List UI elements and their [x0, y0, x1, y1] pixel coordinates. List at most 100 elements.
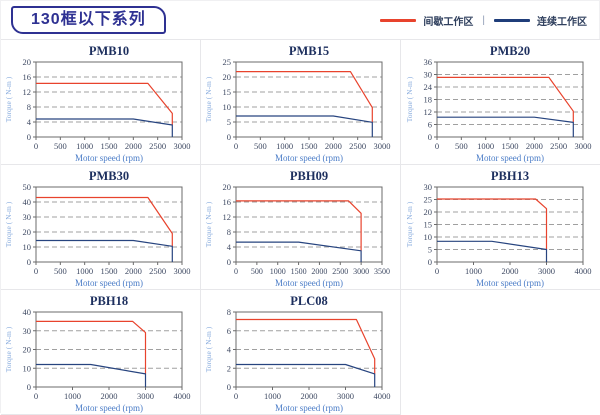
y-tick-label: 20 — [223, 72, 232, 82]
chart-title: PBH18 — [90, 294, 128, 308]
continuous-zone-curve — [236, 363, 376, 387]
x-tick-label: 0 — [34, 391, 38, 401]
x-tick-label: 1000 — [64, 391, 81, 401]
y-tick-label: 20 — [23, 344, 32, 354]
y-tick-label: 10 — [423, 232, 432, 242]
y-tick-label: 10 — [23, 363, 32, 373]
legend: 间歇工作区 | 连续工作区 — [380, 13, 587, 28]
chart-title: PMB30 — [89, 169, 129, 183]
x-axis-label: Motor speed (rpm) — [275, 403, 343, 413]
chart-plc08: PLC08 0 2 4 6 8 0 1000 2000 3000 4000 Motor speed (… — [204, 294, 391, 413]
x-tick-label: 500 — [54, 266, 67, 276]
y-tick-label: 36 — [423, 57, 432, 67]
x-tick-label: 0 — [234, 267, 238, 276]
charts-grid: PMB10 0 4 8 12 16 20 0 500 1000 1500 2000 2500 3000 Mo… — [1, 39, 600, 415]
y-tick-label: 8 — [227, 307, 231, 317]
y-tick-label: 0 — [227, 132, 231, 142]
x-tick-label: 500 — [54, 141, 67, 151]
intermittent-zone-curve — [236, 318, 376, 374]
y-tick-label: 0 — [427, 132, 431, 142]
x-axis-label: Motor speed (rpm) — [75, 403, 143, 413]
intermittent-zone-curve — [36, 82, 173, 125]
y-axis-label: Torque ( N-m ) — [204, 201, 213, 247]
chart-title: PBH09 — [290, 169, 328, 183]
intermittent-zone-curve — [36, 196, 173, 246]
x-tick-label: 500 — [454, 141, 467, 151]
continuous-zone-label: 连续工作区 — [537, 16, 587, 28]
x-tick-label: 1000 — [477, 141, 494, 151]
y-tick-label: 20 — [423, 207, 432, 217]
intermittent-zone-curve — [436, 197, 547, 249]
chart-cell-pbh09: PBH09 0 4 8 12 16 20 0 500 1000 1500 2000 2500 3000 35… — [201, 165, 401, 290]
y-tick-label: 5 — [427, 244, 431, 254]
y-tick-label: 40 — [23, 307, 32, 317]
chart-title: PBH13 — [490, 169, 528, 183]
empty-cell — [401, 290, 600, 415]
x-tick-label: 1500 — [101, 266, 118, 276]
continuous-zone-line-swatch — [494, 18, 530, 22]
y-axis-label: Torque ( N-m ) — [4, 326, 13, 372]
x-tick-label: 2000 — [311, 267, 327, 276]
chart-pbh18: PBH18 0 10 20 30 40 0 1000 2000 3000 4000 Motor spe… — [4, 294, 191, 413]
x-tick-label: 3000 — [574, 141, 591, 151]
chart-title: PMB10 — [89, 44, 129, 58]
continuous-zone-curve — [436, 240, 547, 262]
x-tick-label: 2000 — [525, 141, 542, 151]
intermittent-zone-curve — [36, 320, 147, 374]
y-tick-label: 20 — [23, 227, 32, 237]
plot-border — [35, 61, 183, 137]
x-axis-label: Motor speed (rpm) — [476, 278, 544, 288]
y-tick-label: 15 — [223, 87, 232, 97]
x-tick-label: 3000 — [353, 267, 369, 276]
x-tick-label: 1500 — [101, 141, 118, 151]
plot-border — [35, 186, 183, 262]
x-tick-label: 1000 — [264, 391, 281, 401]
x-tick-label: 2000 — [325, 141, 342, 151]
series-title-badge: 130框以下系列 — [11, 5, 166, 35]
y-tick-label: 10 — [23, 242, 32, 252]
x-tick-label: 1500 — [501, 141, 518, 151]
y-tick-label: 0 — [227, 257, 231, 267]
y-tick-label: 24 — [423, 82, 432, 92]
x-tick-label: 3000 — [538, 266, 555, 276]
y-tick-label: 4 — [227, 344, 232, 354]
continuous-zone-curve — [236, 114, 373, 137]
x-tick-label: 2000 — [101, 391, 118, 401]
legend-separator: | — [482, 14, 485, 26]
x-tick-label: 1000 — [465, 266, 482, 276]
x-axis-label: Motor speed (rpm) — [275, 278, 343, 288]
y-tick-label: 20 — [23, 57, 32, 67]
x-axis-label: Motor speed (rpm) — [476, 153, 544, 163]
x-tick-label: 3000 — [137, 391, 154, 401]
x-tick-label: 3000 — [374, 141, 391, 151]
x-tick-label: 0 — [234, 391, 238, 401]
chart-title: PLC08 — [290, 294, 328, 308]
x-tick-label: 3000 — [174, 266, 191, 276]
y-tick-label: 0 — [27, 382, 31, 392]
y-tick-label: 0 — [27, 257, 31, 267]
y-tick-label: 6 — [427, 119, 431, 129]
y-tick-label: 20 — [223, 182, 232, 192]
y-axis-label: Torque ( N-m ) — [405, 76, 414, 122]
y-axis-label: Torque ( N-m ) — [204, 76, 213, 122]
y-tick-label: 18 — [423, 94, 432, 104]
x-tick-label: 2000 — [501, 266, 518, 276]
x-tick-label: 4000 — [174, 391, 191, 401]
y-tick-label: 30 — [23, 325, 32, 335]
chart-cell-pmb30: PMB30 0 10 20 30 40 50 0 500 1000 1500 2000 2500 3000… — [1, 165, 201, 290]
header: 130框以下系列 间歇工作区 | 连续工作区 — [1, 1, 599, 39]
continuous-zone-curve — [36, 117, 173, 137]
y-tick-label: 8 — [27, 102, 31, 112]
chart-pmb15: PMB15 0 5 10 15 20 25 0 500 1000 1500 2000 2500 3000 M… — [204, 44, 391, 163]
x-tick-label: 500 — [254, 141, 267, 151]
y-tick-label: 0 — [227, 382, 231, 392]
x-axis-label: Motor speed (rpm) — [75, 278, 143, 288]
chart-cell-pbh18: PBH18 0 10 20 30 40 0 1000 2000 3000 4000 Motor spe… — [1, 290, 201, 415]
x-tick-label: 3500 — [374, 267, 390, 276]
x-tick-label: 2500 — [149, 141, 166, 151]
y-tick-label: 16 — [223, 197, 232, 207]
intermittent-zone-label: 间歇工作区 — [423, 16, 474, 28]
continuous-zone-curve — [436, 116, 574, 137]
chart-title: PMB15 — [289, 44, 329, 58]
